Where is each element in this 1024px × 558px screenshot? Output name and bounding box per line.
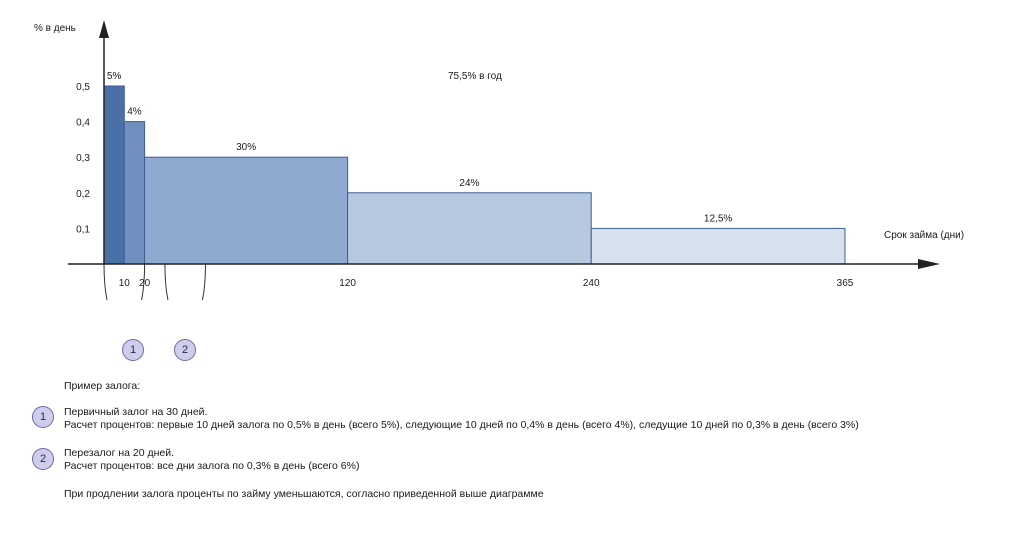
bar-segment: [103, 85, 125, 265]
bar-label: 12,5%: [704, 213, 732, 224]
bar-labels: 5% 4% 30% 24% 12,5%: [107, 71, 732, 224]
bars-group: [103, 85, 846, 265]
example-2-detail: Расчет процентов: все дни залога по 0,3%…: [64, 460, 360, 472]
example-1-marker: 1: [32, 406, 54, 428]
bar-segment: [590, 227, 846, 265]
x-axis-arrow: [918, 259, 940, 269]
example-2-title: Перезалог на 20 дней.: [64, 447, 175, 459]
x-tick-label: 365: [837, 278, 854, 289]
y-tick-labels: 0,1 0,2 0,3 0,4 0,5: [76, 82, 90, 235]
annual-rate-annotation: 75,5% в год: [448, 71, 502, 82]
bar-segment: [144, 156, 349, 265]
bar-label: 24%: [459, 178, 479, 189]
example-heading: Пример залога:: [64, 380, 141, 392]
example-1-detail: Расчет процентов: первые 10 дней залога …: [64, 419, 859, 431]
x-tick-label: 10: [119, 278, 131, 289]
y-tick-label: 0,2: [76, 189, 90, 200]
y-tick-label: 0,5: [76, 82, 90, 93]
x-tick-labels: 10 20 120 240 365: [119, 278, 854, 289]
example-2-marker: 2: [32, 448, 54, 470]
footer-note: При продлении залога проценты по займу у…: [64, 488, 544, 500]
chart: % в день Срок займа (дни) 75,5% в год 0,…: [34, 20, 964, 300]
loop-marker-2: 2: [174, 339, 196, 361]
x-tick-label: 20: [139, 278, 151, 289]
x-tick-label: 240: [583, 278, 600, 289]
bar-segment: [123, 121, 146, 265]
loan-period-loop: [164, 263, 207, 300]
loan-period-loop: [103, 263, 146, 300]
loops-group: [103, 263, 207, 300]
bar-label: 4%: [127, 107, 142, 118]
y-tick-label: 0,3: [76, 153, 90, 164]
bar-segment: [347, 192, 592, 265]
y-axis-label: % в день: [34, 23, 76, 34]
example-1-title: Первичный залог на 30 дней.: [64, 406, 208, 418]
y-axis-arrow: [99, 20, 109, 38]
y-tick-label: 0,1: [76, 224, 90, 235]
y-tick-label: 0,4: [76, 118, 90, 129]
x-tick-label: 120: [339, 278, 356, 289]
x-axis-label: Срок займа (дни): [884, 230, 964, 241]
bar-label: 5%: [107, 71, 122, 82]
loop-marker-1: 1: [122, 339, 144, 361]
bar-label: 30%: [236, 142, 256, 153]
